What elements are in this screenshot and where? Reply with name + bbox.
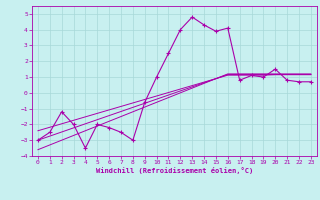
X-axis label: Windchill (Refroidissement éolien,°C): Windchill (Refroidissement éolien,°C) (96, 167, 253, 174)
